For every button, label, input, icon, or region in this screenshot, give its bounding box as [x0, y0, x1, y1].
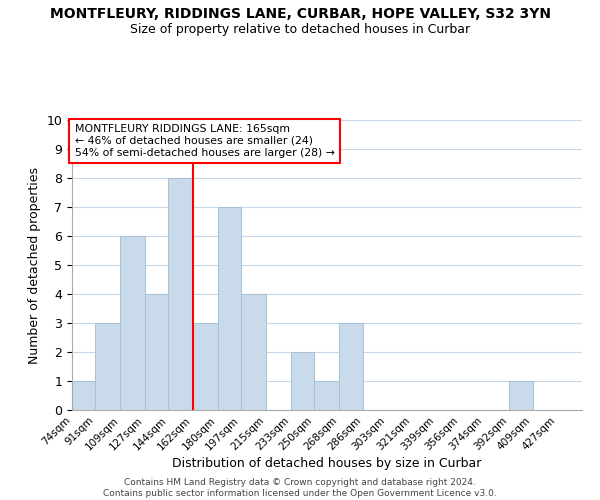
Text: MONTFLEURY, RIDDINGS LANE, CURBAR, HOPE VALLEY, S32 3YN: MONTFLEURY, RIDDINGS LANE, CURBAR, HOPE … [49, 8, 551, 22]
Bar [509, 381, 533, 410]
Text: MONTFLEURY RIDDINGS LANE: 165sqm
← 46% of detached houses are smaller (24)
54% o: MONTFLEURY RIDDINGS LANE: 165sqm ← 46% o… [75, 124, 335, 158]
Bar [120, 236, 145, 410]
Bar [168, 178, 193, 410]
Bar [218, 207, 241, 410]
Bar [72, 381, 95, 410]
Text: Contains HM Land Registry data © Crown copyright and database right 2024.
Contai: Contains HM Land Registry data © Crown c… [103, 478, 497, 498]
Bar [193, 323, 218, 410]
Bar [314, 381, 338, 410]
X-axis label: Distribution of detached houses by size in Curbar: Distribution of detached houses by size … [172, 458, 482, 470]
Bar [338, 323, 364, 410]
Bar [145, 294, 168, 410]
Text: Size of property relative to detached houses in Curbar: Size of property relative to detached ho… [130, 22, 470, 36]
Y-axis label: Number of detached properties: Number of detached properties [28, 166, 41, 364]
Bar [95, 323, 120, 410]
Bar [241, 294, 266, 410]
Bar [290, 352, 314, 410]
